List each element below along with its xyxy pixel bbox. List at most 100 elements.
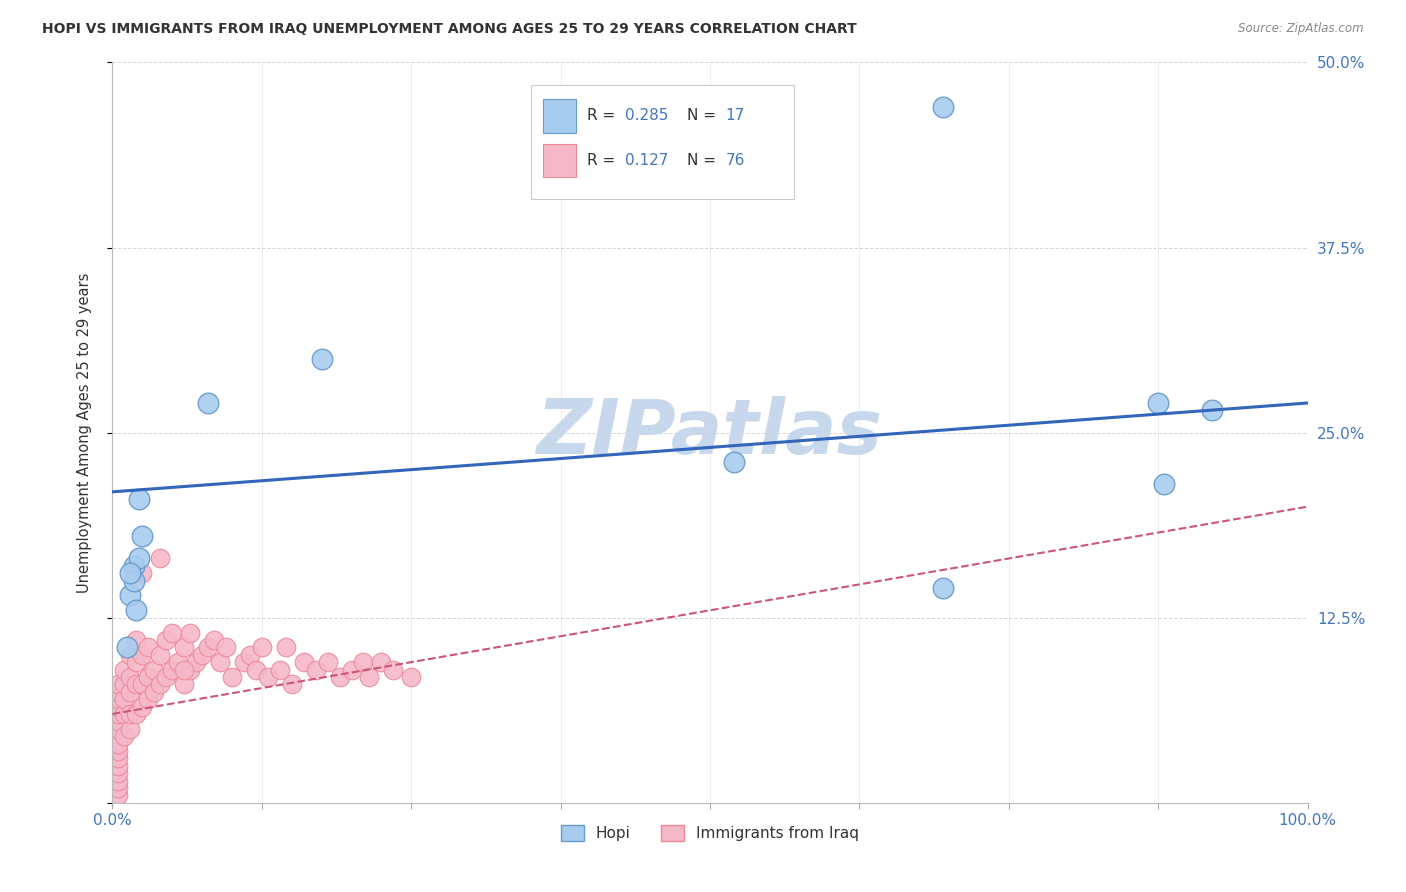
Point xyxy=(274,640,297,655)
Text: Source: ZipAtlas.com: Source: ZipAtlas.com xyxy=(1239,22,1364,36)
Point xyxy=(215,640,238,655)
Point xyxy=(149,648,172,662)
Point xyxy=(209,655,232,669)
Point xyxy=(107,780,129,795)
Point xyxy=(305,663,328,677)
Point xyxy=(128,492,150,507)
Text: ZIPatlas: ZIPatlas xyxy=(537,396,883,469)
Point xyxy=(131,699,153,714)
Point xyxy=(197,396,219,410)
Point xyxy=(932,100,955,114)
Point xyxy=(202,632,225,647)
Point xyxy=(401,670,423,684)
Point xyxy=(359,670,381,684)
Point xyxy=(250,640,273,655)
Point xyxy=(120,722,142,736)
Text: 0.127: 0.127 xyxy=(626,153,668,168)
Point xyxy=(107,706,129,721)
Text: N =: N = xyxy=(688,153,721,168)
Legend: Hopi, Immigrants from Iraq: Hopi, Immigrants from Iraq xyxy=(554,819,866,847)
Point xyxy=(107,692,129,706)
Y-axis label: Unemployment Among Ages 25 to 29 years: Unemployment Among Ages 25 to 29 years xyxy=(77,272,91,593)
Point xyxy=(125,632,148,647)
Point xyxy=(120,566,142,581)
Point xyxy=(1147,396,1170,410)
Point xyxy=(114,692,135,706)
Point xyxy=(125,655,148,669)
Text: 17: 17 xyxy=(725,108,745,123)
Point xyxy=(120,648,142,662)
Point xyxy=(382,663,405,677)
Point xyxy=(122,558,145,573)
Point xyxy=(115,640,138,655)
Point xyxy=(138,670,160,684)
Point xyxy=(257,670,280,684)
Point xyxy=(329,670,352,684)
Point xyxy=(107,773,129,788)
Point xyxy=(120,685,142,699)
Point xyxy=(281,677,304,691)
Point xyxy=(138,640,160,655)
Point xyxy=(352,655,374,669)
Point xyxy=(197,640,219,655)
Point xyxy=(186,655,208,669)
Text: 0.285: 0.285 xyxy=(626,108,668,123)
Text: 76: 76 xyxy=(725,153,745,168)
Point xyxy=(114,729,135,743)
Point xyxy=(233,655,256,669)
Point xyxy=(107,677,129,691)
Point xyxy=(269,663,291,677)
Point xyxy=(311,351,333,366)
Text: HOPI VS IMMIGRANTS FROM IRAQ UNEMPLOYMENT AMONG AGES 25 TO 29 YEARS CORRELATION : HOPI VS IMMIGRANTS FROM IRAQ UNEMPLOYMEN… xyxy=(42,22,856,37)
Point xyxy=(1153,477,1175,491)
Point xyxy=(114,663,135,677)
Point xyxy=(107,766,129,780)
Point xyxy=(179,663,201,677)
Point xyxy=(107,722,129,736)
Text: R =: R = xyxy=(586,153,620,168)
Point xyxy=(191,648,214,662)
Point xyxy=(143,663,166,677)
Point xyxy=(114,677,135,691)
Point xyxy=(125,706,148,721)
Point xyxy=(173,663,195,677)
Text: N =: N = xyxy=(688,108,721,123)
Point xyxy=(340,663,363,677)
Point xyxy=(107,714,129,729)
Point xyxy=(125,603,148,617)
Point xyxy=(179,625,201,640)
Point xyxy=(173,640,195,655)
Point xyxy=(173,677,195,691)
Point xyxy=(245,663,267,677)
Point xyxy=(120,706,142,721)
Point xyxy=(143,685,166,699)
Point xyxy=(107,685,129,699)
Point xyxy=(131,529,153,543)
Point xyxy=(125,677,148,691)
Point xyxy=(114,706,135,721)
Point xyxy=(120,670,142,684)
Point xyxy=(221,670,243,684)
Point xyxy=(107,744,129,758)
Point xyxy=(155,670,177,684)
FancyBboxPatch shape xyxy=(543,99,576,133)
Text: R =: R = xyxy=(586,108,620,123)
FancyBboxPatch shape xyxy=(543,144,576,178)
Point xyxy=(316,655,339,669)
Point xyxy=(128,551,150,566)
Point xyxy=(107,699,129,714)
Point xyxy=(107,758,129,772)
Point xyxy=(167,655,190,669)
FancyBboxPatch shape xyxy=(531,85,793,200)
Point xyxy=(932,581,955,595)
Point xyxy=(149,677,172,691)
Point xyxy=(292,655,315,669)
Point xyxy=(1201,403,1223,417)
Point xyxy=(122,574,145,588)
Point xyxy=(149,551,172,566)
Point xyxy=(723,455,745,469)
Point xyxy=(120,589,142,603)
Point xyxy=(131,677,153,691)
Point xyxy=(107,789,129,803)
Point xyxy=(107,751,129,765)
